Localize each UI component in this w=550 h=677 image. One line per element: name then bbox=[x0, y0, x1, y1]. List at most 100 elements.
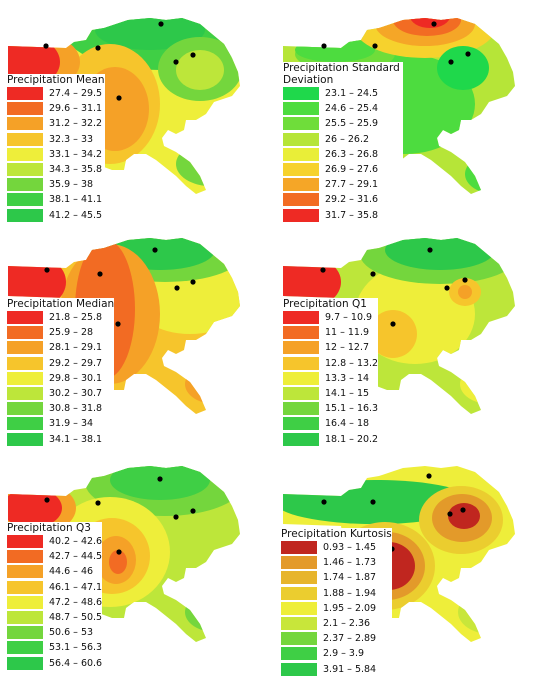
legend-item: 24.6 – 25.4 bbox=[283, 101, 403, 116]
legend-swatch bbox=[283, 178, 319, 192]
legend-swatch bbox=[281, 556, 317, 570]
legend-range-label: 53.1 – 56.3 bbox=[49, 642, 103, 654]
legend-range-label: 26 – 26.2 bbox=[325, 133, 370, 145]
legend-range-label: 44.6 – 46 bbox=[49, 566, 94, 578]
legend-swatch bbox=[7, 147, 43, 161]
legend-swatch bbox=[7, 432, 43, 446]
legend-item: 56.4 – 60.6 bbox=[7, 656, 102, 671]
legend-item: 32.3 – 33 bbox=[7, 132, 105, 147]
legend-median: Precipitation Median 21.8 – 25.8 25.9 – 2… bbox=[7, 298, 115, 447]
legend-swatch bbox=[7, 132, 43, 146]
legend-range-label: 29.8 – 30.1 bbox=[49, 372, 103, 384]
legend-range-label: 29.2 – 31.6 bbox=[325, 194, 379, 206]
legend-range-label: 47.2 – 48.6 bbox=[49, 596, 103, 608]
legend-swatch bbox=[283, 341, 319, 355]
legend-item: 29.8 – 30.1 bbox=[7, 371, 114, 386]
legend-item: 15.1 – 16.3 bbox=[283, 401, 378, 416]
legend-q1: Precipitation Q1 9.7 – 10.9 11 – 11.9 12 –… bbox=[283, 298, 379, 447]
legend-item: 23.1 – 24.5 bbox=[283, 86, 403, 101]
legend-item: 25.5 – 25.9 bbox=[283, 116, 403, 131]
legend-range-label: 29.6 – 31.1 bbox=[49, 103, 103, 115]
legend-range-label: 34.3 – 35.8 bbox=[49, 164, 103, 176]
legend-swatch bbox=[283, 102, 319, 116]
legend-item: 29.2 – 29.7 bbox=[7, 356, 114, 371]
legend-rows: 9.7 – 10.9 11 – 11.9 12 – 12.7 12.8 – 13.2 1… bbox=[283, 310, 378, 447]
legend-swatch bbox=[281, 586, 317, 600]
legend-rows: 40.2 – 42.6 42.7 – 44.5 44.6 – 46 46.1 – 47… bbox=[7, 534, 102, 671]
legend-swatch bbox=[7, 387, 43, 401]
legend-item: 13.3 – 14 bbox=[283, 371, 378, 386]
legend-range-label: 27.4 – 29.5 bbox=[49, 88, 103, 100]
legend-range-label: 12.8 – 13.2 bbox=[325, 357, 379, 369]
legend-range-label: 26.9 – 27.6 bbox=[325, 164, 379, 176]
legend-range-label: 27.7 – 29.1 bbox=[325, 179, 379, 191]
legend-swatch bbox=[283, 163, 319, 177]
legend-swatch bbox=[281, 632, 317, 646]
legend-swatch bbox=[283, 402, 319, 416]
legend-swatch bbox=[283, 387, 319, 401]
legend-item: 2.9 – 3.9 bbox=[281, 646, 392, 661]
legend-item: 26 – 26.2 bbox=[283, 132, 403, 147]
legend-range-label: 41.2 – 45.5 bbox=[49, 209, 103, 221]
legend-swatch bbox=[7, 535, 43, 549]
legend-range-label: 2.1 – 2.36 bbox=[323, 618, 371, 630]
legend-range-label: 56.4 – 60.6 bbox=[49, 657, 103, 669]
legend-swatch bbox=[283, 87, 319, 101]
legend-swatch bbox=[7, 402, 43, 416]
legend-range-label: 2.37 – 2.89 bbox=[323, 633, 377, 645]
legend-item: 44.6 – 46 bbox=[7, 564, 102, 579]
legend-range-label: 46.1 – 47.1 bbox=[49, 581, 103, 593]
legend-item: 41.2 – 45.5 bbox=[7, 208, 105, 223]
legend-swatch bbox=[7, 626, 43, 640]
legend-title: Precipitation Standard Deviation bbox=[283, 62, 400, 86]
map-panel-median: Precipitation Median 21.8 – 25.8 25.9 – 2… bbox=[0, 224, 275, 447]
legend-item: 50.6 – 53 bbox=[7, 625, 102, 640]
legend-range-label: 9.7 – 10.9 bbox=[325, 312, 373, 324]
legend-range-label: 48.7 – 50.5 bbox=[49, 612, 103, 624]
legend-range-label: 16.4 – 18 bbox=[325, 418, 370, 430]
legend-item: 1.88 – 1.94 bbox=[281, 586, 392, 601]
legend-item: 25.9 – 28 bbox=[7, 325, 114, 340]
legend-item: 31.2 – 32.2 bbox=[7, 116, 105, 131]
legend-item: 18.1 – 20.2 bbox=[283, 432, 378, 447]
legend-item: 11 – 11.9 bbox=[283, 325, 378, 340]
legend-range-label: 2.9 – 3.9 bbox=[323, 648, 365, 660]
legend-swatch bbox=[283, 311, 319, 325]
legend-range-label: 30.2 – 30.7 bbox=[49, 388, 103, 400]
legend-swatch bbox=[283, 326, 319, 340]
map-panel-q1: Precipitation Q1 9.7 – 10.9 11 – 11.9 12 –… bbox=[275, 224, 550, 447]
legend-range-label: 33.1 – 34.2 bbox=[49, 148, 103, 160]
legend-item: 34.1 – 38.1 bbox=[7, 432, 114, 447]
legend-item: 48.7 – 50.5 bbox=[7, 610, 102, 625]
legend-range-label: 30.8 – 31.8 bbox=[49, 403, 103, 415]
legend-range-label: 12 – 12.7 bbox=[325, 342, 370, 354]
legend-item: 26.9 – 27.6 bbox=[283, 162, 403, 177]
legend-mean: Precipitation Mean 27.4 – 29.5 29.6 – 31.… bbox=[7, 74, 105, 223]
legend-swatch bbox=[283, 432, 319, 446]
legend-item: 3.91 – 5.84 bbox=[281, 662, 392, 677]
legend-range-label: 1.74 – 1.87 bbox=[323, 572, 377, 584]
legend-swatch bbox=[7, 311, 43, 325]
legend-swatch bbox=[7, 193, 43, 207]
legend-standard-deviation: Precipitation Standard Deviation 23.1 – … bbox=[283, 62, 403, 223]
map-panel-standard-deviation: Precipitation Standard Deviation 23.1 – … bbox=[275, 0, 550, 223]
legend-swatch bbox=[283, 356, 319, 370]
legend-range-label: 14.1 – 15 bbox=[325, 388, 370, 400]
legend-swatch bbox=[7, 417, 43, 431]
legend-swatch bbox=[7, 117, 43, 131]
legend-range-label: 38.1 – 41.1 bbox=[49, 194, 103, 206]
legend-range-label: 11 – 11.9 bbox=[325, 327, 370, 339]
legend-item: 31.7 – 35.8 bbox=[283, 208, 403, 223]
legend-swatch bbox=[7, 163, 43, 177]
legend-item: 1.95 – 2.09 bbox=[281, 601, 392, 616]
legend-range-label: 25.5 – 25.9 bbox=[325, 118, 379, 130]
legend-range-label: 31.7 – 35.8 bbox=[325, 209, 379, 221]
legend-item: 31.9 – 34 bbox=[7, 416, 114, 431]
legend-swatch bbox=[281, 601, 317, 615]
legend-item: 38.1 – 41.1 bbox=[7, 192, 105, 207]
legend-swatch bbox=[7, 550, 43, 564]
legend-item: 12.8 – 13.2 bbox=[283, 356, 378, 371]
legend-swatch bbox=[7, 356, 43, 370]
legend-item: 34.3 – 35.8 bbox=[7, 162, 105, 177]
legend-rows: 0.93 – 1.45 1.46 – 1.73 1.74 – 1.87 1.88 – … bbox=[281, 540, 392, 677]
